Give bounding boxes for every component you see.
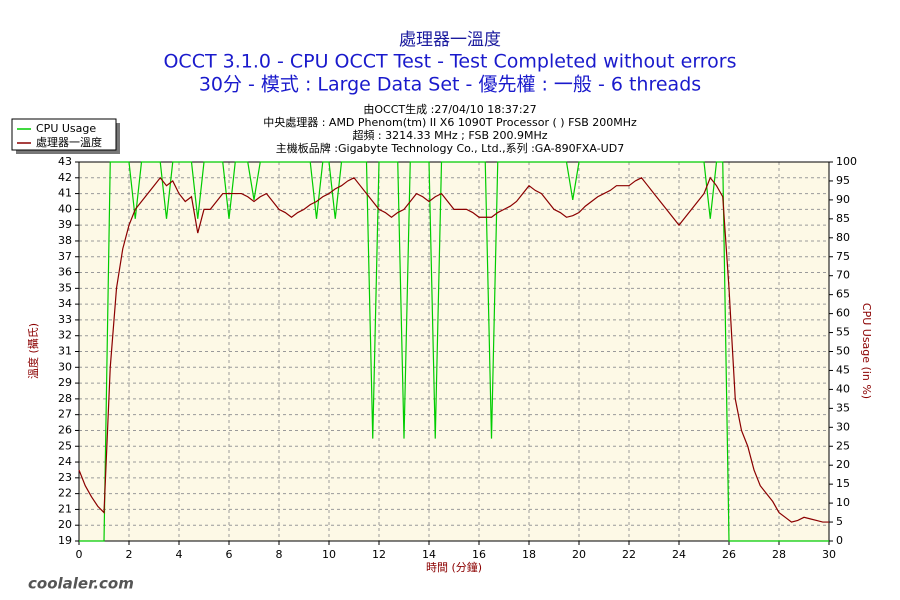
y2-tick-label: 95	[836, 174, 850, 187]
y-tick-label: 20	[58, 518, 72, 531]
y2-tick-label: 85	[836, 212, 850, 225]
y-tick-label: 28	[58, 392, 72, 405]
y-tick-label: 21	[58, 502, 72, 515]
y2-tick-label: 15	[836, 477, 850, 490]
y-tick-label: 24	[58, 455, 72, 468]
y-tick-label: 31	[58, 345, 72, 358]
y-tick-label: 32	[58, 329, 72, 342]
y2-tick-label: 70	[836, 269, 850, 282]
x-tick-label: 10	[322, 548, 336, 561]
y2-tick-label: 60	[836, 307, 850, 320]
y-tick-label: 22	[58, 487, 72, 500]
y-tick-label: 37	[58, 250, 72, 263]
x-tick-label: 6	[226, 548, 233, 561]
y-tick-label: 43	[58, 155, 72, 168]
info-line: 中央處理器 : AMD Phenom(tm) II X6 1090T Proce…	[263, 115, 637, 129]
chart-subtitle: OCCT 3.1.0 - CPU OCCT Test - Test Comple…	[163, 51, 736, 73]
info-line: 主機板品牌 :Gigabyte Technology Co., Ltd.,系列 …	[276, 141, 624, 155]
data-line	[79, 161, 829, 542]
y-tick-label: 29	[58, 376, 72, 389]
y2-tick-label: 35	[836, 401, 850, 414]
y-tick-label: 35	[58, 281, 72, 294]
x-tick-label: 16	[472, 548, 486, 561]
y-tick-label: 39	[58, 218, 72, 231]
legend-label: 處理器一溫度	[36, 135, 102, 149]
y-tick-label: 25	[58, 439, 72, 452]
y2-tick-label: 80	[836, 231, 850, 244]
data-line	[78, 176, 829, 523]
x-tick-label: 4	[176, 548, 183, 561]
x-tick-label: 12	[372, 548, 386, 561]
y2-tick-label: 50	[836, 345, 850, 358]
y-tick-label: 30	[58, 360, 72, 373]
y-tick-label: 19	[58, 534, 72, 547]
y2-tick-label: 100	[836, 155, 857, 168]
x-tick-label: 30	[822, 548, 836, 561]
y2-tick-label: 90	[836, 193, 850, 206]
y2-tick-label: 45	[836, 363, 850, 376]
y2-tick-label: 65	[836, 288, 850, 301]
y-tick-label: 23	[58, 471, 72, 484]
legend-label: CPU Usage	[36, 122, 96, 135]
x-tick-label: 18	[522, 548, 536, 561]
y2-tick-label: 75	[836, 250, 850, 263]
y-tick-label: 40	[58, 202, 72, 215]
watermark: coolaler.com	[28, 575, 134, 593]
y-tick-label: 27	[58, 408, 72, 421]
x-tick-label: 2	[126, 548, 133, 561]
legend-box	[11, 118, 117, 151]
x-tick-label: 28	[772, 548, 786, 561]
y2-tick-label: 10	[836, 496, 850, 509]
y2-tick-label: 5	[836, 515, 843, 528]
x-tick-label: 24	[672, 548, 686, 561]
y2-tick-label: 25	[836, 439, 850, 452]
chart-title: 處理器一溫度	[399, 30, 501, 50]
y-tick-label: 36	[58, 266, 72, 279]
y-tick-label: 42	[58, 171, 72, 184]
y-tick-label: 26	[58, 423, 72, 436]
y-axis-title: 溫度 (攝氏)	[26, 323, 40, 379]
info-line: 超頻 : 3214.33 MHz ; FSB 200.9MHz	[352, 128, 547, 142]
y2-tick-label: 30	[836, 420, 850, 433]
y-tick-label: 41	[58, 187, 72, 200]
x-tick-label: 0	[76, 548, 83, 561]
y-tick-label: 34	[58, 297, 72, 310]
chart-subtitle: 30分 - 模式 : Large Data Set - 優先權 : 一般 - 6…	[199, 74, 701, 96]
y2-tick-label: 40	[836, 382, 850, 395]
x-tick-label: 14	[422, 548, 436, 561]
y-tick-label: 33	[58, 313, 72, 326]
x-tick-label: 8	[276, 548, 283, 561]
y2-tick-label: 20	[836, 458, 850, 471]
x-tick-label: 22	[622, 548, 636, 561]
y2-tick-label: 55	[836, 326, 850, 339]
info-line: 由OCCT生成 :27/04/10 18:37:27	[363, 102, 536, 116]
y-tick-label: 38	[58, 234, 72, 247]
x-tick-label: 20	[572, 548, 586, 561]
x-axis-title: 時間 (分鐘)	[426, 560, 482, 574]
y2-axis-title: CPU Usage (in %)	[860, 303, 873, 399]
x-tick-label: 26	[722, 548, 736, 561]
y2-tick-label: 0	[836, 534, 843, 547]
